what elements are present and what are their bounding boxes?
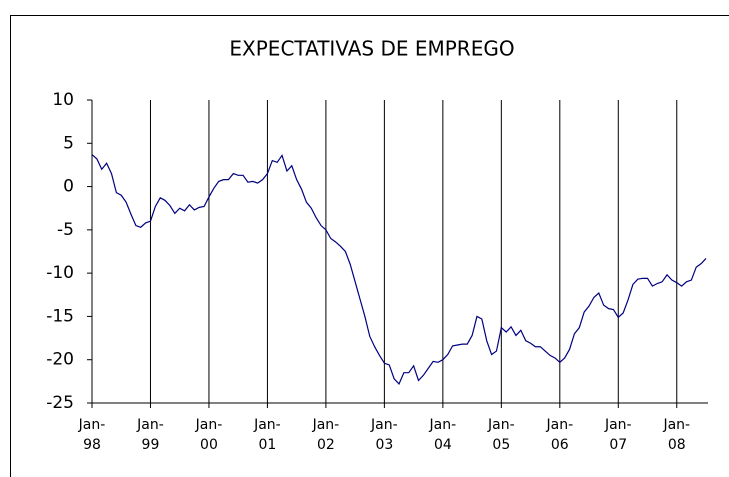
x-tick-part: Jan-: [429, 417, 457, 433]
chart-title: EXPECTATIVAS DE EMPREGO: [229, 37, 514, 61]
x-tick-part: Jan-: [545, 417, 573, 433]
x-tick-label: Jan- 08: [662, 417, 690, 453]
x-tick-part: 02: [317, 437, 335, 453]
x-tick-part: Jan-: [662, 417, 690, 433]
x-tick-part: 98: [83, 437, 101, 453]
x-tick-label: Jan- 01: [253, 417, 281, 453]
x-tick-part: 03: [375, 437, 393, 453]
x-tick-part: 04: [434, 437, 452, 453]
y-tick-label: -20: [46, 350, 74, 370]
x-tick-part: Jan-: [487, 417, 515, 433]
y-tick-label: -25: [46, 393, 74, 413]
x-tick-part: Jan-: [195, 417, 223, 433]
x-tick-part: 06: [551, 437, 569, 453]
y-tick-label: 5: [63, 133, 74, 153]
y-tick-label: -15: [46, 306, 74, 326]
x-tick-part: Jan-: [312, 417, 340, 433]
frame: [10, 15, 729, 477]
x-tick-label: Jan- 00: [195, 417, 223, 453]
line-series: [91, 154, 707, 386]
x-tick-label: Jan- 04: [429, 417, 457, 453]
y-tick-label: -10: [46, 263, 74, 283]
x-tick-label: Jan- 07: [604, 417, 632, 453]
x-tick-part: 00: [200, 437, 218, 453]
y-tick-label: -5: [57, 220, 74, 240]
x-tick-part: 07: [609, 437, 627, 453]
x-tick-label: Jan- 06: [545, 417, 573, 453]
x-tick-part: Jan-: [78, 417, 106, 433]
x-tick-label: Jan- 05: [487, 417, 515, 453]
x-tick-part: Jan-: [136, 417, 164, 433]
y-tick-label: 0: [63, 177, 74, 197]
x-tick-part: 05: [492, 437, 510, 453]
x-tick-part: 99: [142, 437, 160, 453]
x-tick-part: Jan-: [253, 417, 281, 433]
x-tick-label: Jan- 02: [312, 417, 340, 453]
x-tick-label: Jan- 99: [136, 417, 164, 453]
x-tick-part: Jan-: [604, 417, 632, 433]
x-tick-label: Jan- 98: [78, 417, 106, 453]
x-tick-part: 01: [259, 437, 277, 453]
x-tick-part: Jan-: [370, 417, 398, 433]
x-tick-part: 08: [668, 437, 686, 453]
x-tick-label: Jan- 03: [370, 417, 398, 453]
y-tick-label: 10: [52, 90, 74, 110]
